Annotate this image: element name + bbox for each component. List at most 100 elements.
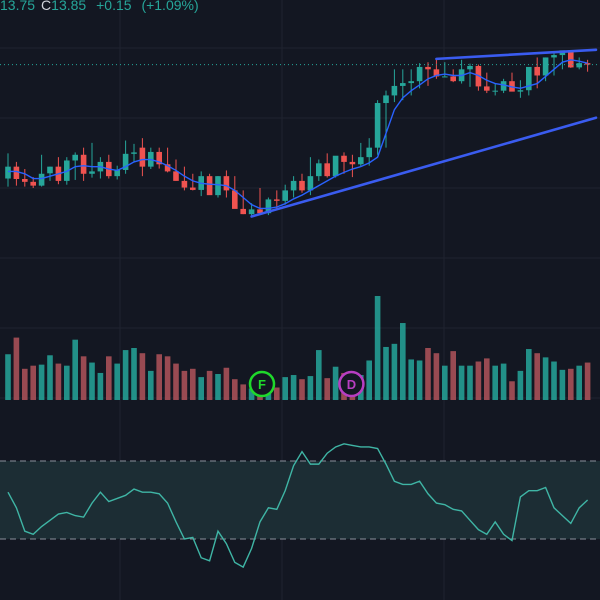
event-marker-d[interactable]: D (338, 370, 365, 398)
volume-bar (47, 355, 53, 400)
volume-bar (232, 379, 238, 400)
volume-bar (106, 356, 112, 400)
volume-bars (5, 296, 591, 400)
volume-bar (13, 337, 20, 400)
candle-body (576, 63, 582, 68)
candle-body (223, 176, 230, 191)
volume-bar (442, 365, 448, 400)
candle-body (324, 163, 330, 177)
candle-body (551, 55, 557, 58)
legend-partial-value: 13.75 (0, 0, 36, 13)
candle-body (433, 69, 440, 77)
volume-bar (450, 351, 456, 400)
oscillator-path (7, 443, 589, 569)
volume-bar (534, 353, 540, 400)
trendlines[interactable] (250, 48, 598, 218)
volume-bar (131, 348, 137, 400)
candle-body (5, 166, 11, 179)
volume-bar (198, 377, 204, 400)
volume-bar (416, 360, 423, 400)
candle-body (316, 163, 322, 177)
volume-bar (215, 374, 221, 400)
candlesticks (5, 50, 591, 217)
moving-average-path (8, 59, 588, 210)
volume-bar (500, 363, 507, 400)
volume-bar (173, 363, 179, 400)
volume-bar (22, 368, 28, 400)
oscillator-band (0, 460, 600, 540)
candle-body (282, 190, 288, 201)
candle-body (248, 209, 255, 215)
volume-bar (72, 339, 78, 400)
candle-body (425, 66, 431, 70)
volume-bar (425, 348, 431, 400)
candle-body (173, 171, 179, 181)
candle-body (131, 152, 137, 154)
candle-body (584, 63, 591, 65)
legend-close-value: 13.85 (51, 0, 87, 13)
volume-bar (332, 366, 339, 400)
volume-bar (509, 381, 515, 400)
volume-bar (433, 353, 440, 400)
candle-body (38, 173, 45, 186)
candle-body (215, 176, 221, 196)
candle-body (274, 199, 280, 201)
candle-body (139, 147, 146, 167)
event-marker-f[interactable]: F (248, 370, 276, 398)
volume-bar (64, 365, 70, 400)
volume-bar (307, 376, 314, 400)
candle-body (484, 86, 490, 91)
candle-body (307, 176, 314, 191)
volume-bar (484, 358, 490, 400)
event-marker-circle (248, 370, 276, 398)
candle-body (391, 85, 398, 96)
volume-bar (164, 356, 171, 400)
candle-body (114, 169, 120, 177)
candle-body (332, 155, 339, 177)
candle-body (22, 178, 28, 182)
volume-bar (89, 362, 95, 400)
volume-bar (316, 350, 322, 400)
candle-body (526, 66, 532, 91)
volume-bar (274, 387, 280, 400)
volume-bar (408, 359, 414, 400)
volume-bar (5, 354, 11, 400)
candle-body (30, 181, 36, 186)
candle-body (164, 164, 171, 172)
candle-body (156, 151, 162, 165)
volume-bar (526, 349, 532, 400)
volume-bar (55, 363, 62, 400)
candle-body (232, 190, 238, 209)
volume-bar (366, 360, 372, 400)
volume-bar (38, 364, 45, 400)
volume-bar (383, 346, 389, 400)
volume-bar (568, 368, 574, 400)
event-marker-circle (338, 370, 365, 398)
volume-bar (559, 369, 566, 400)
legend-close-label: C (41, 0, 52, 13)
candle-body (383, 95, 389, 104)
candle-body (299, 180, 305, 191)
volume-bar (492, 365, 498, 400)
candle-body (500, 81, 507, 91)
volume-bar (122, 350, 129, 400)
candle-body (374, 103, 381, 148)
candle-body (181, 180, 188, 188)
candle-body (442, 76, 448, 78)
volume-bar (240, 384, 246, 400)
volume-bar (148, 370, 154, 400)
volume-bar (299, 379, 305, 400)
candle-body (349, 161, 356, 165)
event-marker-label: F (258, 377, 266, 392)
volume-bar (114, 363, 120, 400)
candle-body (13, 166, 20, 179)
candle-body (80, 154, 87, 174)
volume-bar (282, 377, 288, 400)
candle-body (122, 153, 129, 170)
legend-change: +0.15 (96, 0, 132, 13)
candle-body (517, 90, 524, 92)
candle-body (47, 166, 53, 174)
volume-bar (290, 375, 297, 400)
